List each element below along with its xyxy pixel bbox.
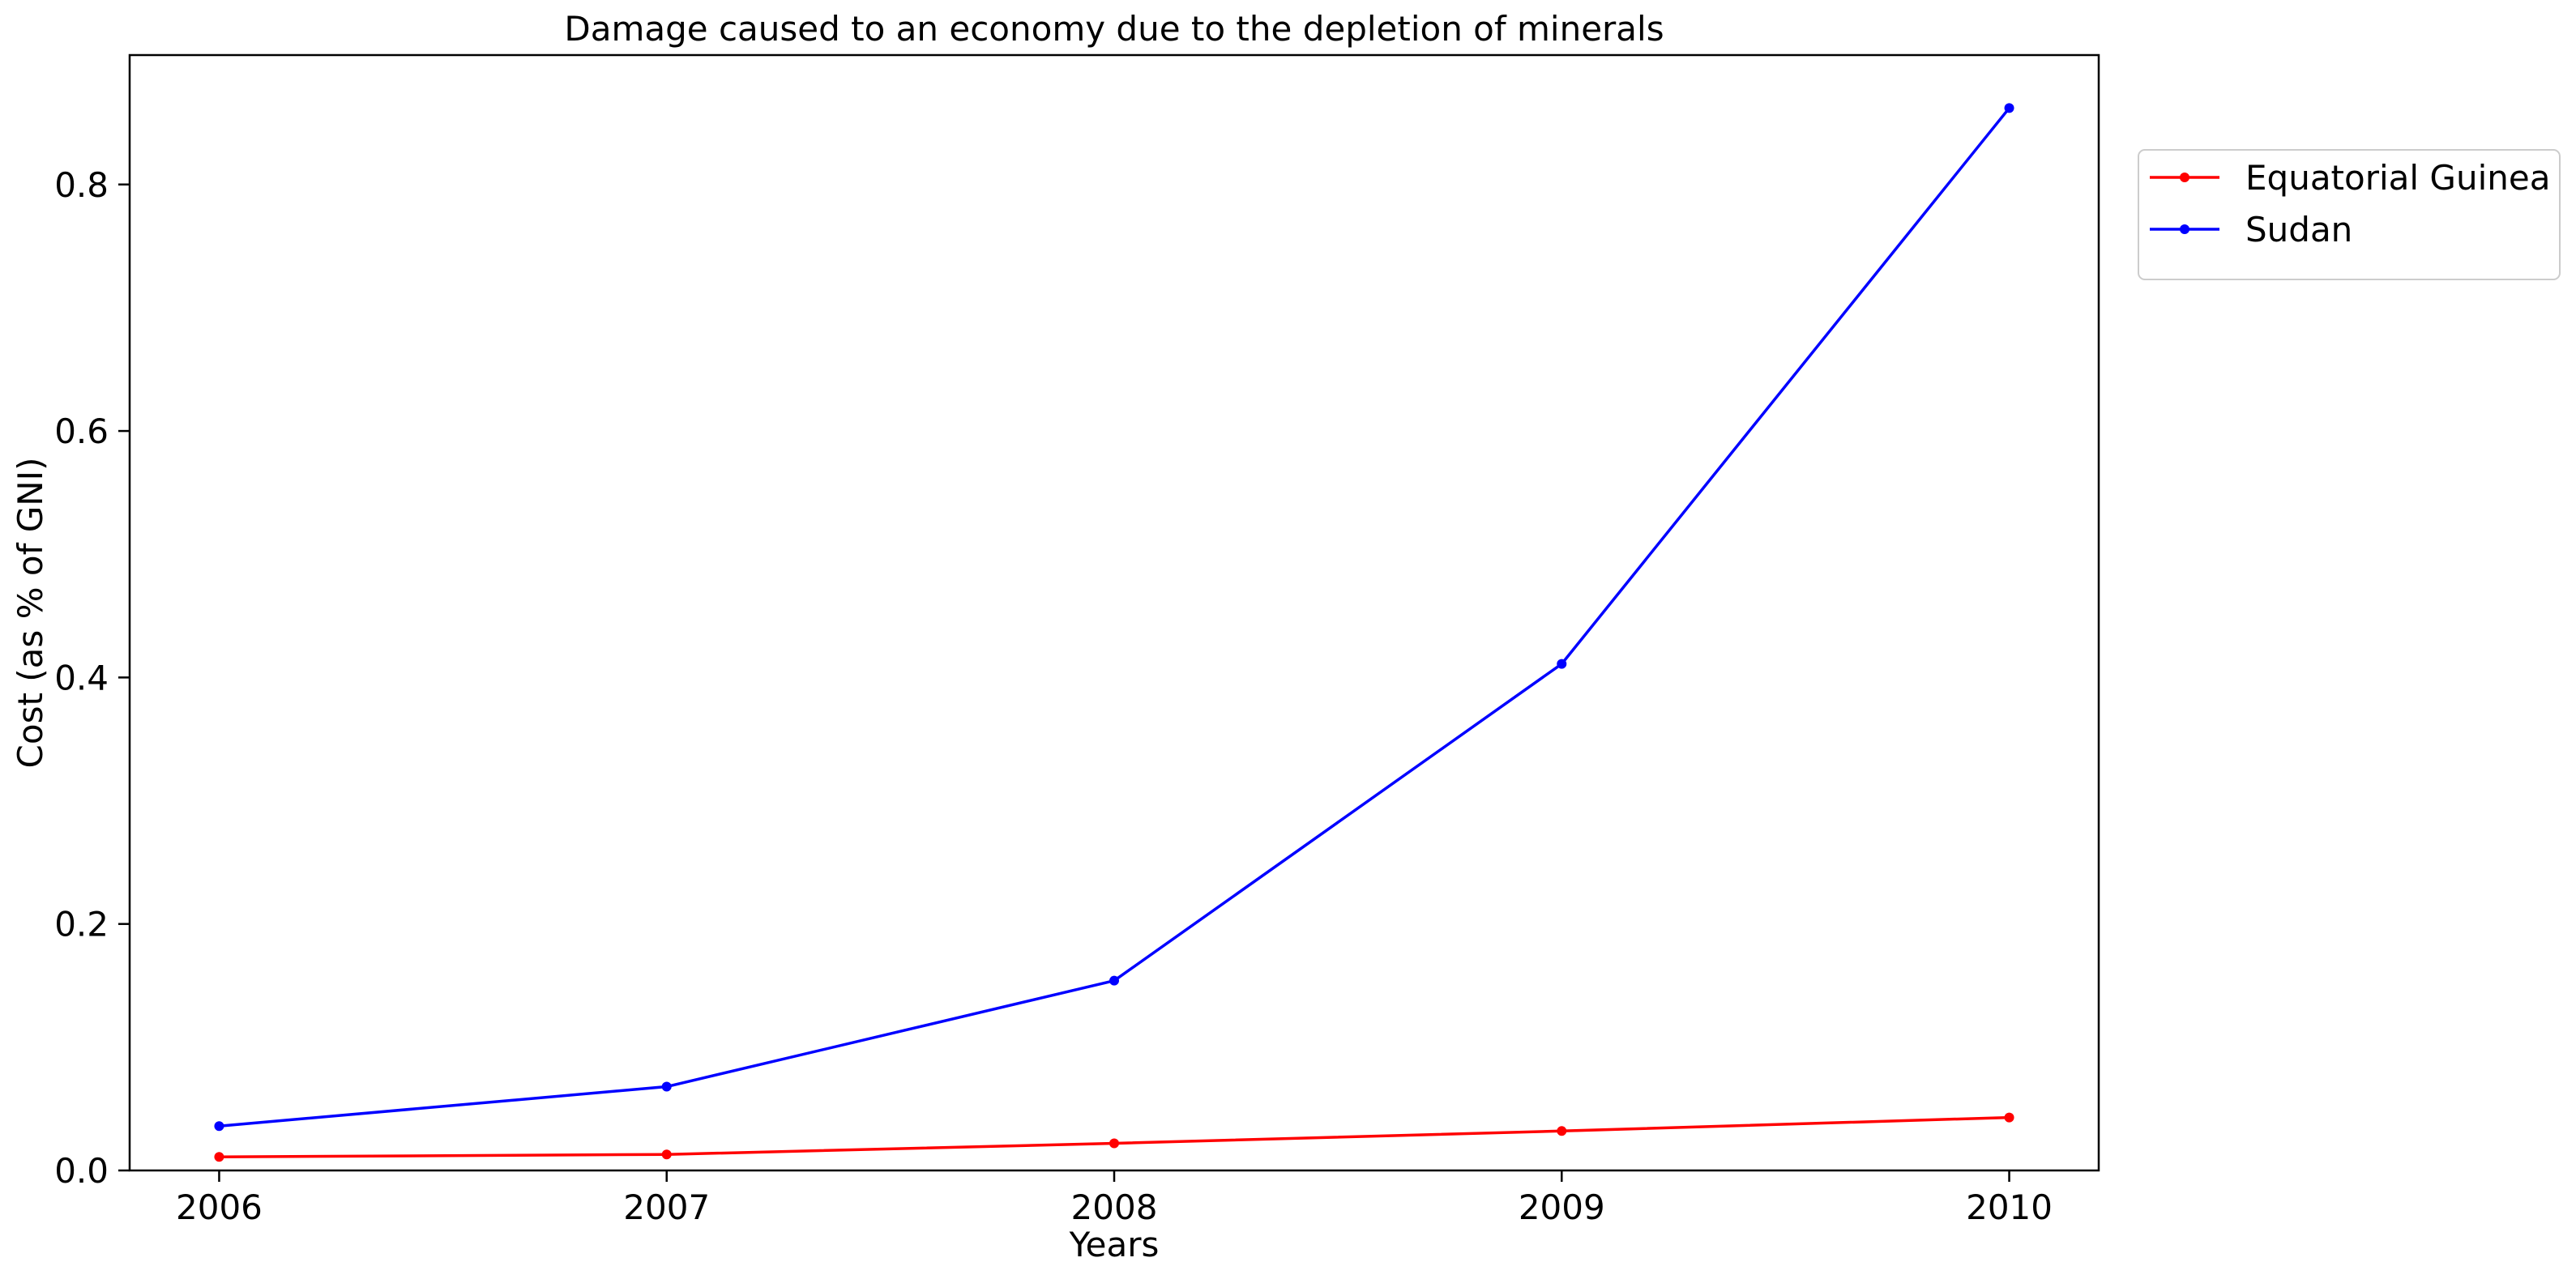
legend: Equatorial Guinea Sudan bbox=[2138, 149, 2561, 280]
x-tick-label: 2010 bbox=[1966, 1187, 2053, 1227]
y-tick-label: 0.6 bbox=[54, 411, 109, 451]
y-tick-label: 0.4 bbox=[54, 658, 109, 697]
legend-item: Sudan bbox=[2150, 210, 2352, 249]
y-tick-label: 0.0 bbox=[54, 1151, 109, 1191]
series-line bbox=[219, 1115, 2010, 1159]
plot-frame bbox=[128, 53, 2100, 1172]
legend-box bbox=[2138, 149, 2561, 280]
data-point bbox=[1109, 1138, 1119, 1149]
x-axis-title: Years bbox=[1069, 1225, 1160, 1264]
plot-area bbox=[214, 103, 2014, 1162]
legend-marker bbox=[2180, 173, 2189, 182]
x-tick-label: 2008 bbox=[1071, 1187, 1158, 1227]
series-sudan bbox=[214, 103, 2014, 1132]
legend-marker bbox=[2180, 224, 2189, 234]
data-point bbox=[661, 1081, 672, 1092]
data-point bbox=[661, 1149, 672, 1160]
data-point bbox=[2004, 103, 2014, 113]
legend-label: Sudan bbox=[2245, 210, 2352, 249]
legend-label: Equatorial Guinea bbox=[2245, 158, 2550, 198]
data-point bbox=[2004, 1112, 2014, 1123]
data-point bbox=[214, 1121, 224, 1132]
axes: 2006 2007 2008 2009 2010 0.0 0.2 0.4 0.6 0.8 bbox=[54, 165, 2053, 1227]
data-point bbox=[1557, 1126, 1567, 1136]
series-equatorial-guinea bbox=[214, 1112, 2014, 1162]
data-point bbox=[1557, 659, 1567, 669]
x-tick-label: 2007 bbox=[623, 1187, 710, 1227]
y-tick-label: 0.2 bbox=[54, 905, 109, 944]
x-tick-label: 2006 bbox=[176, 1187, 263, 1227]
series-line bbox=[219, 107, 2010, 1128]
data-point bbox=[214, 1152, 224, 1162]
data-point bbox=[1109, 975, 1119, 986]
legend-item: Equatorial Guinea bbox=[2150, 158, 2550, 198]
y-tick-label: 0.8 bbox=[54, 165, 109, 205]
chart-title: Damage caused to an economy due to the d… bbox=[564, 9, 1664, 49]
x-tick-label: 2009 bbox=[1519, 1187, 1605, 1227]
y-axis-title: Cost (as % of GNI) bbox=[11, 458, 50, 769]
